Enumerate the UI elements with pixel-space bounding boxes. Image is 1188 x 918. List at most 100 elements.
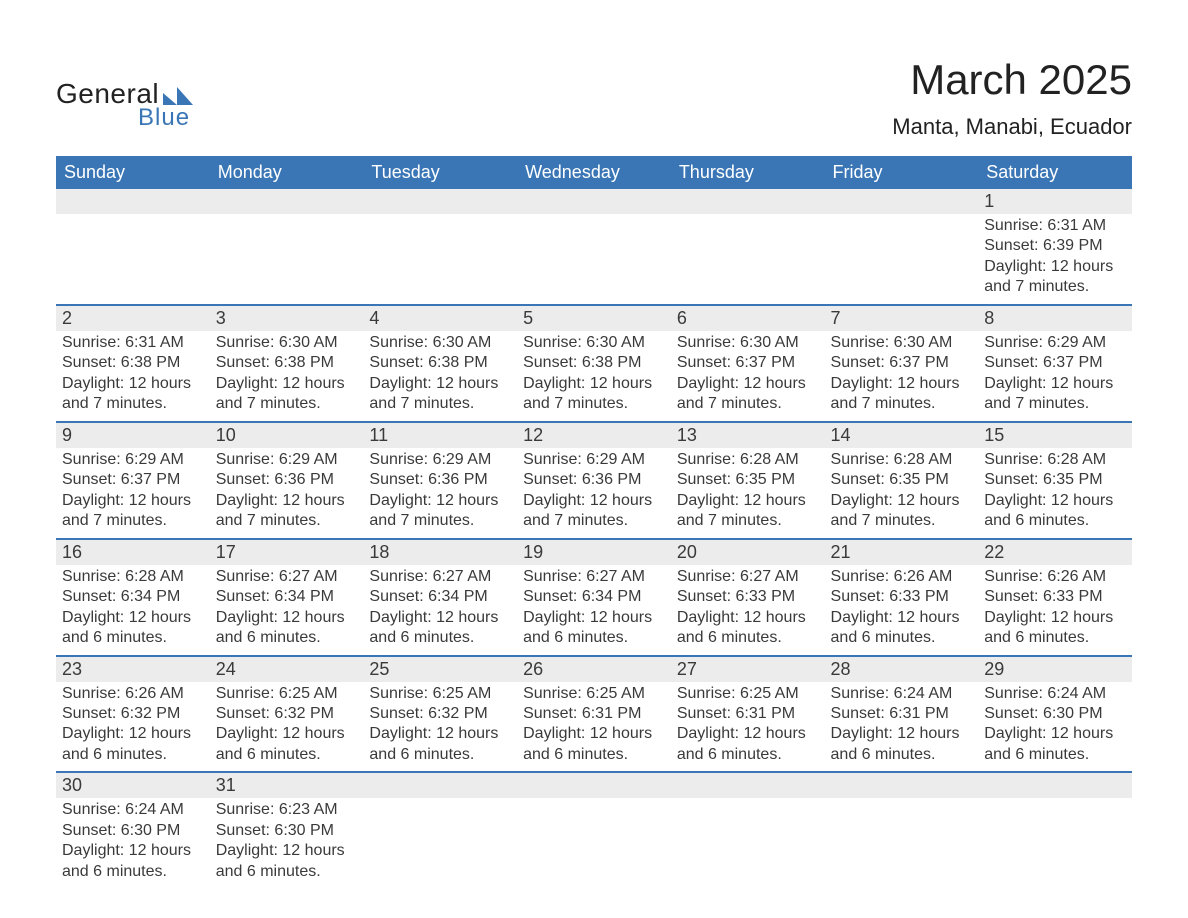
daylight-label: Daylight: [677,609,739,626]
sunset-line: Sunset: 6:38 PM [216,353,358,373]
day-number: 15 [978,423,1132,448]
sunrise-value: 6:23 AM [279,801,338,818]
sunset-line: Sunset: 6:39 PM [984,236,1126,256]
calendar-cell: 28Sunrise: 6:24 AMSunset: 6:31 PMDayligh… [825,656,979,773]
sunrise-value: 6:28 AM [894,451,953,468]
sunset-line: Sunset: 6:37 PM [62,470,204,490]
sunrise-value: 6:24 AM [894,685,953,702]
sunset-line: Sunset: 6:36 PM [216,470,358,490]
sunset-line: Sunset: 6:32 PM [62,704,204,724]
sunset-line: Sunset: 6:35 PM [831,470,973,490]
day-number: 9 [56,423,210,448]
daylight-label: Daylight: [216,609,278,626]
sunrise-line: Sunrise: 6:31 AM [984,216,1126,236]
sunrise-line: Sunrise: 6:27 AM [369,567,511,587]
sunset-value: 6:37 PM [1043,354,1103,371]
sunset-value: 6:31 PM [889,705,949,722]
sunrise-value: 6:25 AM [433,685,492,702]
daylight-label: Daylight: [523,609,585,626]
sunset-line: Sunset: 6:30 PM [984,704,1126,724]
day-details: Sunrise: 6:24 AMSunset: 6:31 PMDaylight:… [825,682,979,772]
day-details: Sunrise: 6:30 AMSunset: 6:38 PMDaylight:… [210,331,364,421]
sunrise-line: Sunrise: 6:29 AM [984,333,1126,353]
sunrise-line: Sunrise: 6:30 AM [369,333,511,353]
day-number: 24 [210,657,364,682]
daylight-line: Daylight: 12 hours and 7 minutes. [62,374,204,415]
day-number: 26 [517,657,671,682]
sunrise-value: 6:25 AM [279,685,338,702]
daylight-label: Daylight: [216,375,278,392]
sunset-line: Sunset: 6:32 PM [369,704,511,724]
sunrise-label: Sunrise: [62,685,121,702]
sunset-value: 6:37 PM [121,471,181,488]
calendar-cell [671,189,825,305]
day-number: 10 [210,423,364,448]
day-number: 3 [210,306,364,331]
sunset-value: 6:34 PM [121,588,181,605]
day-number: 27 [671,657,825,682]
sunset-value: 6:34 PM [274,588,334,605]
calendar-cell: 20Sunrise: 6:27 AMSunset: 6:33 PMDayligh… [671,539,825,656]
brand-line2: Blue [138,104,193,132]
sunset-line: Sunset: 6:34 PM [216,587,358,607]
day-details: Sunrise: 6:25 AMSunset: 6:32 PMDaylight:… [210,682,364,772]
brand-logo: General Blue [56,78,193,132]
sunset-label: Sunset: [62,471,116,488]
daylight-label: Daylight: [369,375,431,392]
daylight-line: Daylight: 12 hours and 7 minutes. [677,491,819,532]
daylight-line: Daylight: 12 hours and 6 minutes. [984,724,1126,765]
sunset-line: Sunset: 6:33 PM [677,587,819,607]
sunset-value: 6:34 PM [428,588,488,605]
sunrise-line: Sunrise: 6:24 AM [831,684,973,704]
day-number [517,189,671,214]
calendar-cell: 27Sunrise: 6:25 AMSunset: 6:31 PMDayligh… [671,656,825,773]
day-header: Saturday [978,156,1132,189]
day-number: 5 [517,306,671,331]
sunrise-line: Sunrise: 6:25 AM [677,684,819,704]
sunrise-line: Sunrise: 6:27 AM [677,567,819,587]
sunrise-value: 6:25 AM [740,685,799,702]
calendar-cell: 26Sunrise: 6:25 AMSunset: 6:31 PMDayligh… [517,656,671,773]
day-details: Sunrise: 6:30 AMSunset: 6:38 PMDaylight:… [363,331,517,421]
daylight-line: Daylight: 12 hours and 6 minutes. [523,724,665,765]
daylight-line: Daylight: 12 hours and 7 minutes. [677,374,819,415]
day-number: 11 [363,423,517,448]
daylight-label: Daylight: [369,492,431,509]
sunset-line: Sunset: 6:34 PM [369,587,511,607]
sunset-label: Sunset: [984,354,1038,371]
calendar-cell [978,772,1132,888]
calendar-cell: 9Sunrise: 6:29 AMSunset: 6:37 PMDaylight… [56,422,210,539]
calendar-cell: 7Sunrise: 6:30 AMSunset: 6:37 PMDaylight… [825,305,979,422]
day-number: 14 [825,423,979,448]
day-number: 31 [210,773,364,798]
day-number: 13 [671,423,825,448]
day-details: Sunrise: 6:26 AMSunset: 6:33 PMDaylight:… [825,565,979,655]
day-details: Sunrise: 6:31 AMSunset: 6:38 PMDaylight:… [56,331,210,421]
daylight-label: Daylight: [62,725,124,742]
sunrise-label: Sunrise: [677,685,736,702]
day-details: Sunrise: 6:25 AMSunset: 6:31 PMDaylight:… [671,682,825,772]
sunset-label: Sunset: [62,705,116,722]
day-details: Sunrise: 6:27 AMSunset: 6:33 PM Daylight:… [671,565,825,655]
day-number: 8 [978,306,1132,331]
day-details: Sunrise: 6:29 AMSunset: 6:36 PMDaylight:… [210,448,364,538]
sunrise-value: 6:30 AM [894,334,953,351]
day-number [825,773,979,798]
day-details: Sunrise: 6:26 AMSunset: 6:32 PMDaylight:… [56,682,210,772]
sunrise-label: Sunrise: [62,801,121,818]
calendar-cell: 19Sunrise: 6:27 AMSunset: 6:34 PMDayligh… [517,539,671,656]
day-details: Sunrise: 6:30 AMSunset: 6:38 PMDaylight:… [517,331,671,421]
sunrise-label: Sunrise: [216,334,275,351]
sunset-label: Sunset: [677,705,731,722]
daylight-label: Daylight: [369,609,431,626]
sunset-line: Sunset: 6:31 PM [523,704,665,724]
sunrise-line: Sunrise: 6:29 AM [62,450,204,470]
page-header: General Blue March 2025 Manta, Manabi, E… [56,56,1132,140]
daylight-label: Daylight: [62,609,124,626]
sunrise-label: Sunrise: [831,685,890,702]
day-details [363,798,517,876]
sunrise-value: 6:24 AM [1047,685,1106,702]
daylight-line: Daylight: 12 hours and 6 minutes. [677,724,819,765]
sunset-value: 6:32 PM [274,705,334,722]
day-header: Sunday [56,156,210,189]
